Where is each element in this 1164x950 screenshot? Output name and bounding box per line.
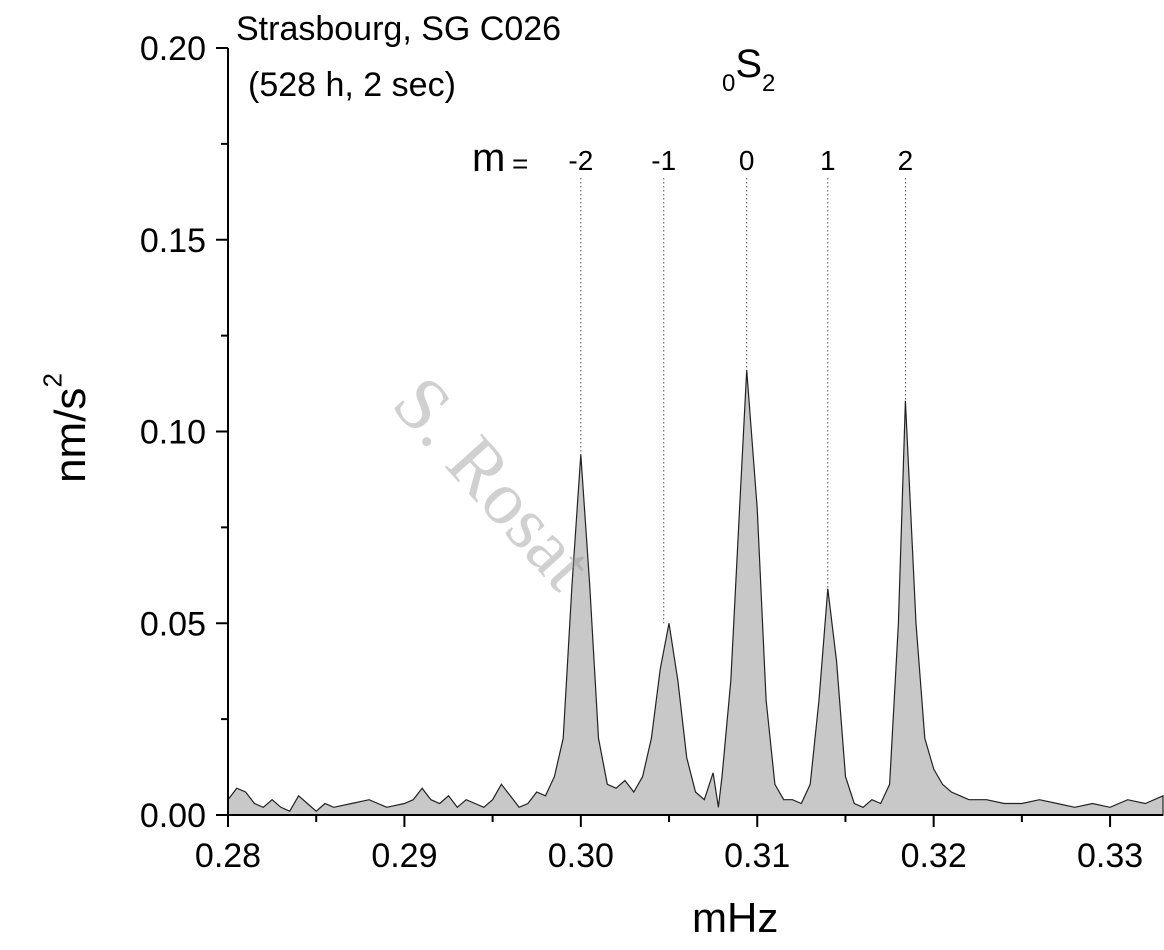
mode-label: 0S2 bbox=[722, 42, 775, 97]
m-value-label: -1 bbox=[651, 145, 676, 176]
y-tick-label: 0.05 bbox=[140, 605, 206, 643]
m-value-label: 1 bbox=[820, 145, 836, 176]
x-tick-label: 0.29 bbox=[371, 837, 437, 875]
m-labels: -2 -1 0 1 2 bbox=[568, 145, 913, 176]
mode-label-suffix: 2 bbox=[762, 70, 776, 97]
y-axis-label-exponent: 2 bbox=[37, 373, 68, 388]
singlet-guide-lines bbox=[580, 178, 906, 624]
y-axis-label-text: nm/s bbox=[46, 387, 96, 483]
y-tick-label: 0.15 bbox=[140, 222, 206, 260]
y-axis-label: nm/s2 bbox=[38, 373, 97, 483]
x-ticks: 0.28 0.29 0.30 0.31 0.32 0.33 bbox=[195, 815, 1143, 875]
x-tick-label: 0.31 bbox=[724, 837, 790, 875]
y-ticks: 0.00 0.05 0.10 0.15 0.20 bbox=[140, 30, 228, 835]
chart-title-line1: Strasbourg, SG C026 bbox=[236, 10, 562, 48]
y-tick-label: 0.20 bbox=[140, 30, 206, 68]
x-tick-label: 0.28 bbox=[195, 837, 261, 875]
x-tick-label: 0.33 bbox=[1077, 837, 1143, 875]
spectrum-area bbox=[227, 370, 1164, 816]
m-label: m bbox=[472, 136, 506, 180]
chart-title-line2: (528 h, 2 sec) bbox=[248, 66, 456, 104]
mode-label-letter: S bbox=[735, 42, 763, 86]
y-tick-label: 0.10 bbox=[140, 414, 206, 452]
m-value-label: -2 bbox=[568, 145, 593, 176]
x-tick-label: 0.30 bbox=[548, 837, 614, 875]
m-equals: = bbox=[512, 148, 529, 179]
y-tick-label: 0.00 bbox=[140, 797, 206, 835]
x-axis-label: mHz bbox=[692, 894, 779, 941]
m-value-label: 0 bbox=[739, 145, 755, 176]
x-tick-label: 0.32 bbox=[901, 837, 967, 875]
m-value-label: 2 bbox=[898, 145, 914, 176]
mode-label-prefix: 0 bbox=[722, 70, 736, 97]
